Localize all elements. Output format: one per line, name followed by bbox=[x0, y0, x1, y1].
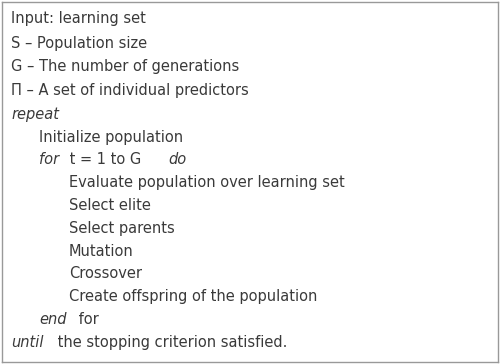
Text: end: end bbox=[40, 312, 67, 327]
Text: Select parents: Select parents bbox=[69, 221, 175, 236]
Text: for: for bbox=[74, 312, 99, 327]
Text: Initialize population: Initialize population bbox=[40, 130, 184, 145]
Text: until: until bbox=[11, 335, 44, 350]
Text: for: for bbox=[40, 152, 60, 167]
Text: do: do bbox=[168, 152, 187, 167]
Text: the stopping criterion satisfied.: the stopping criterion satisfied. bbox=[52, 335, 287, 350]
Text: Π – A set of individual predictors: Π – A set of individual predictors bbox=[11, 83, 249, 98]
Text: Crossover: Crossover bbox=[69, 266, 142, 281]
Text: S – Population size: S – Population size bbox=[11, 36, 147, 51]
Text: Select elite: Select elite bbox=[69, 198, 151, 213]
Text: repeat: repeat bbox=[11, 107, 59, 122]
Text: G – The number of generations: G – The number of generations bbox=[11, 59, 239, 74]
Text: Evaluate population over learning set: Evaluate population over learning set bbox=[69, 175, 345, 190]
Text: Input: learning set: Input: learning set bbox=[11, 11, 146, 26]
Text: Mutation: Mutation bbox=[69, 244, 134, 258]
Text: t = 1 to G: t = 1 to G bbox=[65, 152, 146, 167]
Text: Create offspring of the population: Create offspring of the population bbox=[69, 289, 318, 304]
